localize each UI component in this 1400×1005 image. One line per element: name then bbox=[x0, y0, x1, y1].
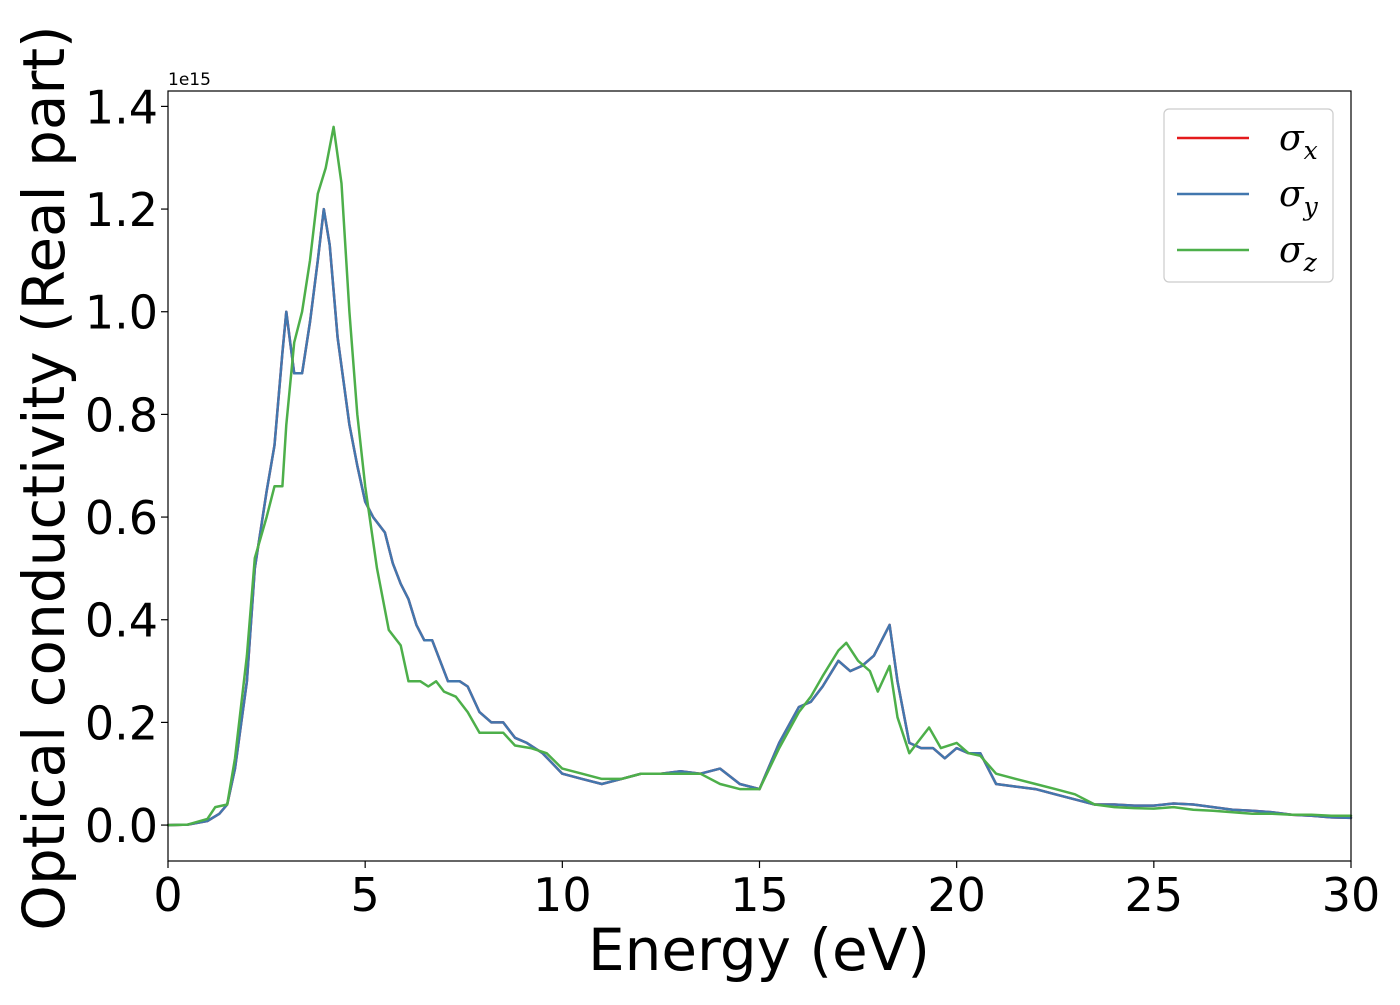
legend-label-z: σz bbox=[1279, 230, 1318, 277]
x-tick-label: 25 bbox=[1125, 868, 1184, 922]
y-tick-label: 1.4 bbox=[85, 80, 158, 134]
x-axis-label: Energy (eV) bbox=[588, 916, 930, 984]
legend-items: σx σy σz bbox=[1177, 118, 1319, 277]
y-tick-label: 0.0 bbox=[85, 799, 158, 853]
legend: σx σy σz bbox=[1163, 108, 1334, 283]
y-tick-label: 0.2 bbox=[85, 696, 158, 750]
y-tick-label: 0.8 bbox=[85, 388, 158, 442]
y-offset-label: 1e15 bbox=[168, 70, 211, 90]
y-axis-ticks: 0.0 0.2 0.4 0.6 0.8 1.0 1.2 1.4 bbox=[85, 80, 168, 853]
y-tick-label: 0.6 bbox=[85, 491, 158, 545]
x-tick-label: 20 bbox=[927, 868, 986, 922]
series-line-x bbox=[166, 207, 1353, 827]
x-tick-label: 5 bbox=[351, 868, 380, 922]
y-tick-label: 1.0 bbox=[85, 286, 158, 340]
y-tick-label: 0.4 bbox=[85, 594, 158, 648]
series-line-y bbox=[166, 207, 1353, 827]
x-axis-ticks: 0 5 10 15 20 25 30 bbox=[153, 861, 1380, 922]
legend-label-x: σx bbox=[1279, 118, 1318, 165]
x-tick-label: 30 bbox=[1322, 868, 1381, 922]
legend-box bbox=[1163, 108, 1334, 283]
series-layer bbox=[166, 125, 1353, 827]
x-tick-label: 15 bbox=[730, 868, 789, 922]
y-axis-label: Optical conductivity (Real part) bbox=[10, 25, 78, 930]
series-line-z bbox=[166, 125, 1353, 827]
y-tick-label: 1.2 bbox=[85, 183, 158, 237]
x-tick-label: 0 bbox=[153, 868, 182, 922]
legend-label-y: σy bbox=[1279, 174, 1319, 221]
x-tick-label: 10 bbox=[533, 868, 592, 922]
